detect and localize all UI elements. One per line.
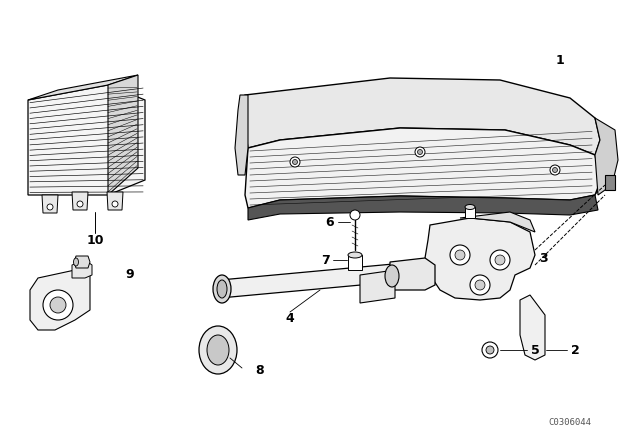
Ellipse shape — [213, 275, 231, 303]
Text: 10: 10 — [86, 233, 104, 246]
Polygon shape — [74, 256, 90, 268]
Polygon shape — [107, 192, 123, 210]
Polygon shape — [465, 207, 475, 218]
Circle shape — [43, 290, 73, 320]
Circle shape — [486, 346, 494, 354]
Text: 1: 1 — [556, 53, 564, 66]
Ellipse shape — [199, 326, 237, 374]
Text: 6: 6 — [326, 215, 334, 228]
Polygon shape — [28, 75, 138, 100]
Circle shape — [490, 250, 510, 270]
Polygon shape — [605, 175, 615, 190]
Ellipse shape — [207, 335, 229, 365]
Circle shape — [350, 210, 360, 220]
Circle shape — [450, 245, 470, 265]
Text: 8: 8 — [256, 363, 264, 376]
Circle shape — [112, 201, 118, 207]
Polygon shape — [30, 270, 90, 330]
Circle shape — [475, 280, 485, 290]
Ellipse shape — [385, 265, 399, 287]
Ellipse shape — [465, 204, 475, 210]
Polygon shape — [245, 128, 600, 208]
Text: 4: 4 — [285, 311, 294, 324]
Polygon shape — [425, 218, 535, 300]
Polygon shape — [460, 212, 535, 232]
Polygon shape — [28, 85, 145, 195]
Polygon shape — [595, 118, 618, 195]
Text: 3: 3 — [539, 251, 547, 264]
Text: 9: 9 — [125, 268, 134, 281]
Polygon shape — [72, 260, 92, 278]
Polygon shape — [235, 95, 248, 175]
Circle shape — [50, 297, 66, 313]
Polygon shape — [248, 195, 598, 220]
Circle shape — [290, 157, 300, 167]
Polygon shape — [520, 295, 545, 360]
Circle shape — [292, 159, 298, 164]
Circle shape — [495, 255, 505, 265]
Circle shape — [552, 168, 557, 172]
Circle shape — [482, 342, 498, 358]
Ellipse shape — [348, 252, 362, 258]
Ellipse shape — [74, 258, 79, 266]
Polygon shape — [220, 262, 415, 298]
Circle shape — [77, 201, 83, 207]
Polygon shape — [72, 192, 88, 210]
Polygon shape — [245, 78, 600, 155]
Circle shape — [455, 250, 465, 260]
Circle shape — [47, 204, 53, 210]
Circle shape — [417, 150, 422, 155]
Polygon shape — [390, 258, 435, 290]
Polygon shape — [108, 75, 138, 195]
Circle shape — [550, 165, 560, 175]
Polygon shape — [348, 255, 362, 270]
Ellipse shape — [217, 280, 227, 298]
Text: 7: 7 — [321, 254, 330, 267]
Circle shape — [470, 275, 490, 295]
Circle shape — [415, 147, 425, 157]
Text: 5: 5 — [531, 344, 540, 357]
Text: 2: 2 — [571, 344, 579, 357]
Text: C0306044: C0306044 — [548, 418, 591, 426]
Polygon shape — [42, 195, 58, 213]
Polygon shape — [360, 270, 395, 303]
